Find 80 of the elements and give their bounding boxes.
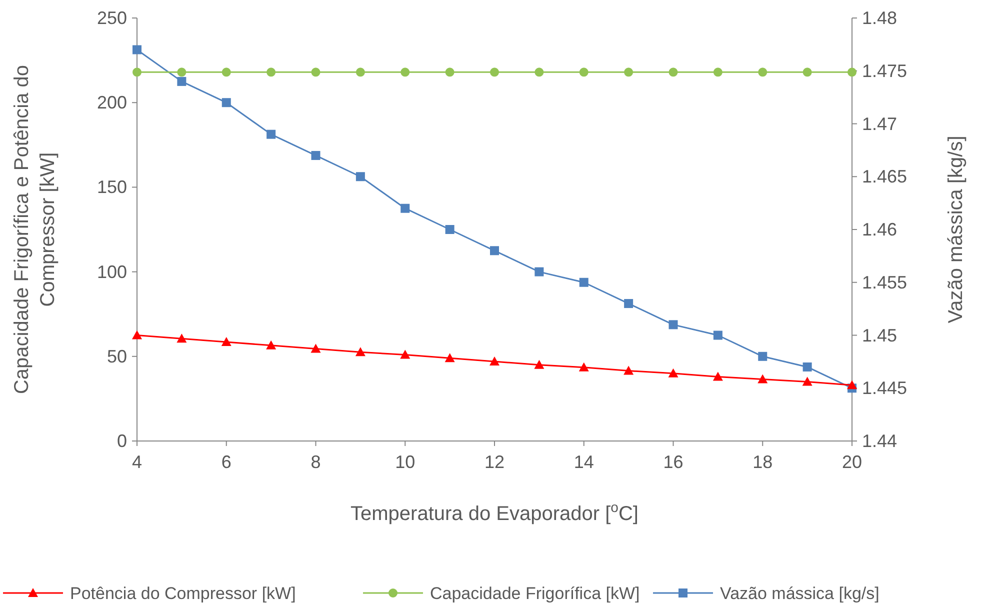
x-tick-label: 16 bbox=[663, 452, 684, 472]
point bbox=[311, 68, 320, 77]
x-tick-label: 4 bbox=[132, 452, 142, 472]
point bbox=[802, 68, 812, 77]
point bbox=[490, 246, 499, 256]
point bbox=[579, 68, 588, 77]
point bbox=[758, 352, 768, 361]
point bbox=[848, 68, 856, 77]
x-tick-label: 6 bbox=[221, 452, 232, 472]
y2-axis-title: Vazão mássica [kg/s] bbox=[945, 136, 967, 324]
x-tick-label: 8 bbox=[310, 452, 321, 472]
point bbox=[758, 68, 768, 77]
point bbox=[221, 337, 232, 346]
y2-tick-label: 1.45 bbox=[862, 325, 898, 346]
point bbox=[177, 68, 186, 77]
y2-tick-label: 1.475 bbox=[862, 60, 908, 81]
x-tick-label: 20 bbox=[842, 452, 862, 472]
point bbox=[356, 172, 365, 182]
point bbox=[355, 347, 366, 356]
y2-tick-label: 1.47 bbox=[862, 114, 898, 134]
point bbox=[132, 330, 142, 340]
point bbox=[624, 366, 634, 375]
point bbox=[624, 68, 634, 77]
point bbox=[176, 334, 187, 343]
point bbox=[534, 68, 544, 77]
point bbox=[758, 374, 768, 384]
point bbox=[534, 360, 544, 369]
point bbox=[668, 68, 678, 77]
y2-tick-label: 1.455 bbox=[862, 272, 908, 292]
legend-label: Vazão mássica [kg/s] bbox=[720, 584, 880, 603]
point bbox=[177, 76, 186, 86]
y2-tick-label: 1.445 bbox=[862, 378, 908, 398]
y2-tick-label: 1.44 bbox=[862, 431, 898, 451]
point bbox=[445, 225, 454, 234]
y2-tick-label: 1.465 bbox=[862, 166, 908, 187]
x-tick-label: 12 bbox=[484, 452, 505, 472]
point bbox=[668, 320, 678, 330]
point bbox=[400, 68, 410, 77]
point bbox=[444, 353, 455, 362]
point bbox=[802, 362, 812, 372]
point bbox=[624, 299, 634, 308]
point bbox=[713, 68, 722, 77]
point bbox=[400, 350, 410, 359]
point bbox=[310, 344, 321, 353]
point bbox=[712, 372, 723, 381]
y-tick-label: 50 bbox=[106, 346, 127, 366]
y-tick-label: 150 bbox=[96, 177, 127, 198]
point bbox=[266, 340, 276, 350]
point bbox=[802, 376, 812, 386]
x-tick-label: 18 bbox=[752, 452, 773, 472]
point bbox=[222, 98, 231, 108]
y-tick-label: 200 bbox=[96, 92, 127, 113]
y2-tick-label: 1.46 bbox=[862, 220, 898, 240]
y2-tick-label: 1.48 bbox=[862, 8, 898, 28]
legend-label: Potência do Compressor [kW] bbox=[70, 584, 296, 603]
y-tick-label: 250 bbox=[96, 8, 127, 28]
y-tick-label: 100 bbox=[96, 262, 127, 282]
point bbox=[668, 368, 678, 378]
point bbox=[847, 380, 857, 390]
point bbox=[400, 204, 410, 213]
point bbox=[266, 68, 276, 77]
point bbox=[222, 68, 231, 77]
point bbox=[578, 362, 589, 372]
y-axis-title: Capacidade Frigorífica e Potência do Compressor [kW] bbox=[11, 64, 59, 394]
point bbox=[266, 130, 276, 139]
point bbox=[311, 150, 320, 160]
x-axis-title: Temperatura do Evaporador [$^{o}$C] bbox=[350, 499, 638, 525]
x-tick-label: 14 bbox=[574, 452, 594, 472]
point bbox=[713, 330, 722, 340]
legend-label: Capacidade Frigorífica [kW] bbox=[430, 584, 640, 603]
point bbox=[490, 356, 500, 366]
point bbox=[132, 45, 142, 54]
y-tick-label: 0 bbox=[116, 431, 127, 451]
x-tick-label: 10 bbox=[395, 452, 416, 472]
point bbox=[534, 267, 544, 276]
point bbox=[579, 278, 588, 287]
point bbox=[490, 68, 499, 77]
point bbox=[445, 68, 454, 77]
point bbox=[356, 68, 365, 77]
point bbox=[132, 68, 142, 77]
